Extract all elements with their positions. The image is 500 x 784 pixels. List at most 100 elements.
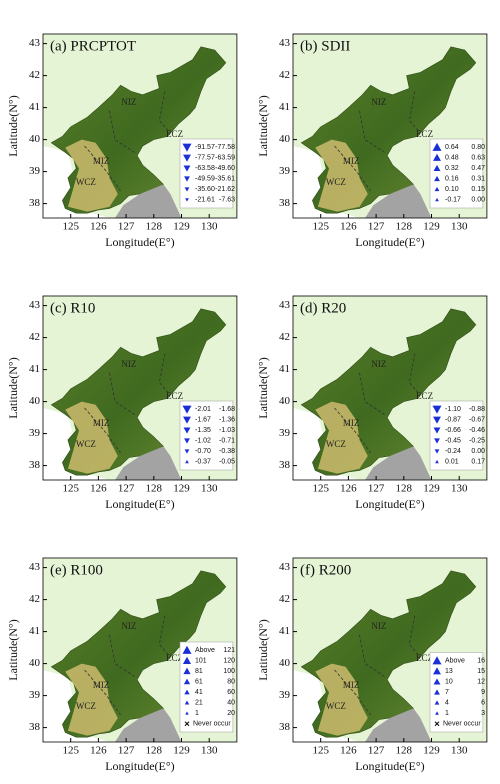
x-tick-label: 125 bbox=[62, 745, 79, 757]
legend-high: -7.63 bbox=[219, 197, 235, 204]
legend-symbol bbox=[433, 416, 441, 424]
panel-title: (b) SDII bbox=[300, 38, 350, 54]
map-panel: NIZ ECZ MIZ WCZ (a) PRCPTOT 38 39 40 41 42 43 125 12… bbox=[6, 33, 238, 249]
legend-low: -21.61 bbox=[195, 197, 215, 204]
legend-symbol bbox=[185, 459, 189, 464]
legend-high: -63.59 bbox=[215, 155, 235, 162]
legend-symbol bbox=[184, 700, 190, 705]
zone-label: MIZ bbox=[343, 418, 360, 428]
legend-high: -0.46 bbox=[469, 427, 485, 434]
legend-high: -77.58 bbox=[215, 144, 235, 151]
legend-high: 40 bbox=[227, 700, 235, 707]
south-area bbox=[365, 446, 432, 480]
legend-low: 4 bbox=[445, 700, 449, 707]
legend-symbol bbox=[433, 164, 441, 171]
sea bbox=[43, 408, 110, 480]
legend-symbol bbox=[183, 416, 191, 424]
legend-symbol bbox=[183, 165, 191, 172]
y-tick-label: 40 bbox=[29, 395, 41, 407]
legend-high: 3 bbox=[481, 710, 485, 717]
legend-high: 9 bbox=[481, 689, 485, 696]
x-tick-label: 125 bbox=[62, 483, 79, 495]
legend-low: 0.16 bbox=[445, 176, 459, 183]
y-tick-label: 40 bbox=[29, 657, 41, 669]
legend-symbol bbox=[184, 449, 190, 454]
panel-title: (c) R10 bbox=[50, 300, 95, 316]
y-tick-label: 39 bbox=[29, 165, 41, 177]
legend-symbol bbox=[433, 153, 441, 161]
legend-low: 101 bbox=[195, 658, 207, 665]
legend-symbol bbox=[432, 656, 442, 665]
x-axis-label: Longitude(E°) bbox=[355, 235, 424, 249]
legend-low: 21 bbox=[195, 700, 203, 707]
legend-low: -91.57 bbox=[195, 144, 215, 151]
legend-high: -0.25 bbox=[469, 438, 485, 445]
plain-area bbox=[315, 663, 368, 736]
south-area bbox=[115, 446, 182, 480]
legend-high: 0.15 bbox=[471, 186, 485, 193]
legend-high: 0.47 bbox=[471, 165, 485, 172]
x-axis-label: Longitude(E°) bbox=[105, 759, 174, 773]
x-axis-label: Longitude(E°) bbox=[355, 497, 424, 511]
plain-area bbox=[65, 663, 118, 736]
x-tick-label: 128 bbox=[146, 483, 163, 495]
legend-box bbox=[179, 641, 234, 733]
zone-label: WCZ bbox=[326, 439, 346, 449]
y-tick-label: 43 bbox=[29, 561, 41, 573]
legend-high: -35.61 bbox=[215, 176, 235, 183]
y-tick-label: 38 bbox=[279, 459, 291, 471]
legend-symbol bbox=[432, 142, 442, 151]
zone-label: NIZ bbox=[371, 97, 386, 107]
zone-label: NIZ bbox=[121, 621, 136, 631]
legend-symbol bbox=[434, 449, 440, 454]
y-axis-label: Latitude(N°) bbox=[6, 95, 20, 156]
legend-symbol bbox=[434, 700, 440, 705]
y-tick-label: 41 bbox=[279, 363, 290, 375]
map-body bbox=[293, 34, 487, 218]
x-tick-label: 125 bbox=[312, 221, 329, 233]
x-tick-label: 128 bbox=[396, 221, 413, 233]
legend-low: 61 bbox=[195, 679, 203, 686]
legend-low: 13 bbox=[445, 668, 453, 675]
zone-boundary bbox=[84, 353, 171, 454]
legend-high: 20 bbox=[227, 710, 235, 717]
zone-label: WCZ bbox=[76, 701, 96, 711]
legend-box bbox=[179, 138, 234, 209]
legend-high: -1.36 bbox=[219, 417, 235, 424]
x-tick-label: 126 bbox=[340, 745, 357, 757]
legend-symbol bbox=[433, 667, 441, 675]
map-body bbox=[43, 34, 237, 218]
y-tick-label: 42 bbox=[279, 331, 290, 343]
legend-low: 1 bbox=[445, 710, 449, 717]
x-tick-label: 129 bbox=[173, 745, 190, 757]
legend-symbol bbox=[184, 689, 190, 695]
zone-label: MIZ bbox=[93, 418, 110, 428]
legend-low: 0.48 bbox=[445, 155, 459, 162]
never-symbol bbox=[434, 721, 440, 727]
legend-low: 0.01 bbox=[445, 459, 459, 466]
y-tick-label: 38 bbox=[29, 459, 41, 471]
legend-low: -0.37 bbox=[195, 459, 211, 466]
legend-high: 100 bbox=[223, 668, 235, 675]
y-axis-label: Latitude(N°) bbox=[6, 357, 20, 418]
legend-symbol bbox=[435, 197, 439, 202]
plain-area bbox=[65, 139, 118, 212]
x-tick-label: 126 bbox=[90, 745, 107, 757]
y-tick-label: 42 bbox=[29, 69, 40, 81]
legend-low: 10 bbox=[445, 679, 453, 686]
map-frame bbox=[292, 557, 488, 743]
x-tick-label: 126 bbox=[90, 221, 107, 233]
panel-title: (a) PRCPTOT bbox=[50, 38, 136, 54]
legend-high: 0.80 bbox=[471, 144, 485, 151]
legend-symbol bbox=[183, 427, 191, 434]
y-axis-label: Latitude(N°) bbox=[256, 619, 270, 680]
legend-high: -1.68 bbox=[219, 406, 235, 413]
south-area bbox=[365, 184, 432, 218]
legend-box bbox=[179, 400, 234, 471]
y-tick-label: 39 bbox=[29, 427, 41, 439]
legend-never: Never occur bbox=[193, 721, 231, 728]
sea bbox=[43, 146, 110, 218]
legend-low: 1 bbox=[195, 710, 199, 717]
zone-label: ECZ bbox=[166, 129, 183, 139]
legend-low: -1.67 bbox=[195, 417, 211, 424]
